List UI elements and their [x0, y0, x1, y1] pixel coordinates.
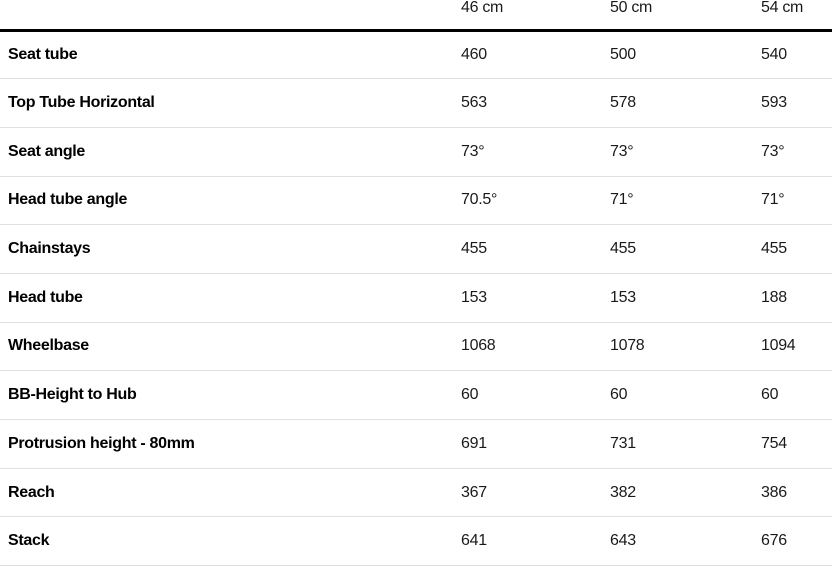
spec-row: Reach 367 382 386 [0, 468, 832, 518]
spec-label: Head tube [0, 273, 461, 323]
spec-value: 71° [610, 176, 761, 226]
column-header-label: 50 cm [610, 0, 653, 16]
column-header-label: 46 cm [461, 0, 504, 16]
spec-value: 386 [761, 468, 832, 518]
spec-value: 73° [461, 127, 610, 177]
spec-value: 73° [610, 127, 761, 177]
spec-label: Head tube angle [0, 176, 461, 226]
spec-value: 60 [610, 370, 761, 420]
spec-value: 731 [610, 419, 761, 469]
spec-row: Seat tube 460 500 540 [0, 30, 832, 80]
spec-label: Protrusion height - 80mm [0, 419, 461, 469]
spec-label: Reach [0, 468, 461, 518]
spec-label: Top Tube Horizontal [0, 78, 461, 128]
spec-value: 563 [461, 78, 610, 128]
spec-value: 60 [761, 370, 832, 420]
spec-value: 70.5° [461, 176, 610, 226]
column-header: 50 cm [610, 0, 761, 32]
spec-value: 1078 [610, 322, 761, 372]
spec-row: Chainstays 455 455 455 [0, 224, 832, 274]
spec-value: 188 [761, 273, 832, 323]
spec-value: 73° [761, 127, 832, 177]
column-header: 54 cm [761, 0, 832, 32]
spec-name-column-header [0, 0, 461, 32]
spec-row: Seat angle 73° 73° 73° [0, 127, 832, 177]
spec-row: Stack 641 643 676 [0, 516, 832, 566]
spec-value: 460 [461, 30, 610, 80]
spec-value: 1094 [761, 322, 832, 372]
spec-label: BB-Height to Hub [0, 370, 461, 420]
spec-row: Head tube angle 70.5° 71° 71° [0, 176, 832, 226]
spec-row: Protrusion height - 80mm 691 731 754 [0, 419, 832, 469]
spec-value: 367 [461, 468, 610, 518]
spec-label: Chainstays [0, 224, 461, 274]
spec-value: 1068 [461, 322, 610, 372]
spec-value: 500 [610, 30, 761, 80]
spec-value: 455 [761, 224, 832, 274]
spec-value: 455 [610, 224, 761, 274]
spec-value: 754 [761, 419, 832, 469]
spec-row: Head tube 153 153 188 [0, 273, 832, 323]
spec-value: 455 [461, 224, 610, 274]
spec-row: BB-Height to Hub 60 60 60 [0, 370, 832, 420]
spec-label: Seat tube [0, 30, 461, 80]
spec-value: 382 [610, 468, 761, 518]
spec-value: 153 [461, 273, 610, 323]
spec-value: 676 [761, 516, 832, 566]
spec-label: Wheelbase [0, 322, 461, 372]
spec-label: Stack [0, 516, 461, 566]
table-header-row: 46 cm 50 cm 54 cm [0, 0, 832, 32]
spec-value: 71° [761, 176, 832, 226]
spec-value: 578 [610, 78, 761, 128]
spec-value: 643 [610, 516, 761, 566]
spec-label: Seat angle [0, 127, 461, 177]
spec-value: 153 [610, 273, 761, 323]
spec-value: 691 [461, 419, 610, 469]
column-header: 46 cm [461, 0, 610, 32]
spec-row: Top Tube Horizontal 563 578 593 [0, 78, 832, 128]
spec-row: Wheelbase 1068 1078 1094 [0, 322, 832, 372]
spec-value: 593 [761, 78, 832, 128]
column-header-label: 54 cm [761, 0, 804, 16]
spec-value: 641 [461, 516, 610, 566]
spec-value: 60 [461, 370, 610, 420]
spec-value: 540 [761, 30, 832, 80]
